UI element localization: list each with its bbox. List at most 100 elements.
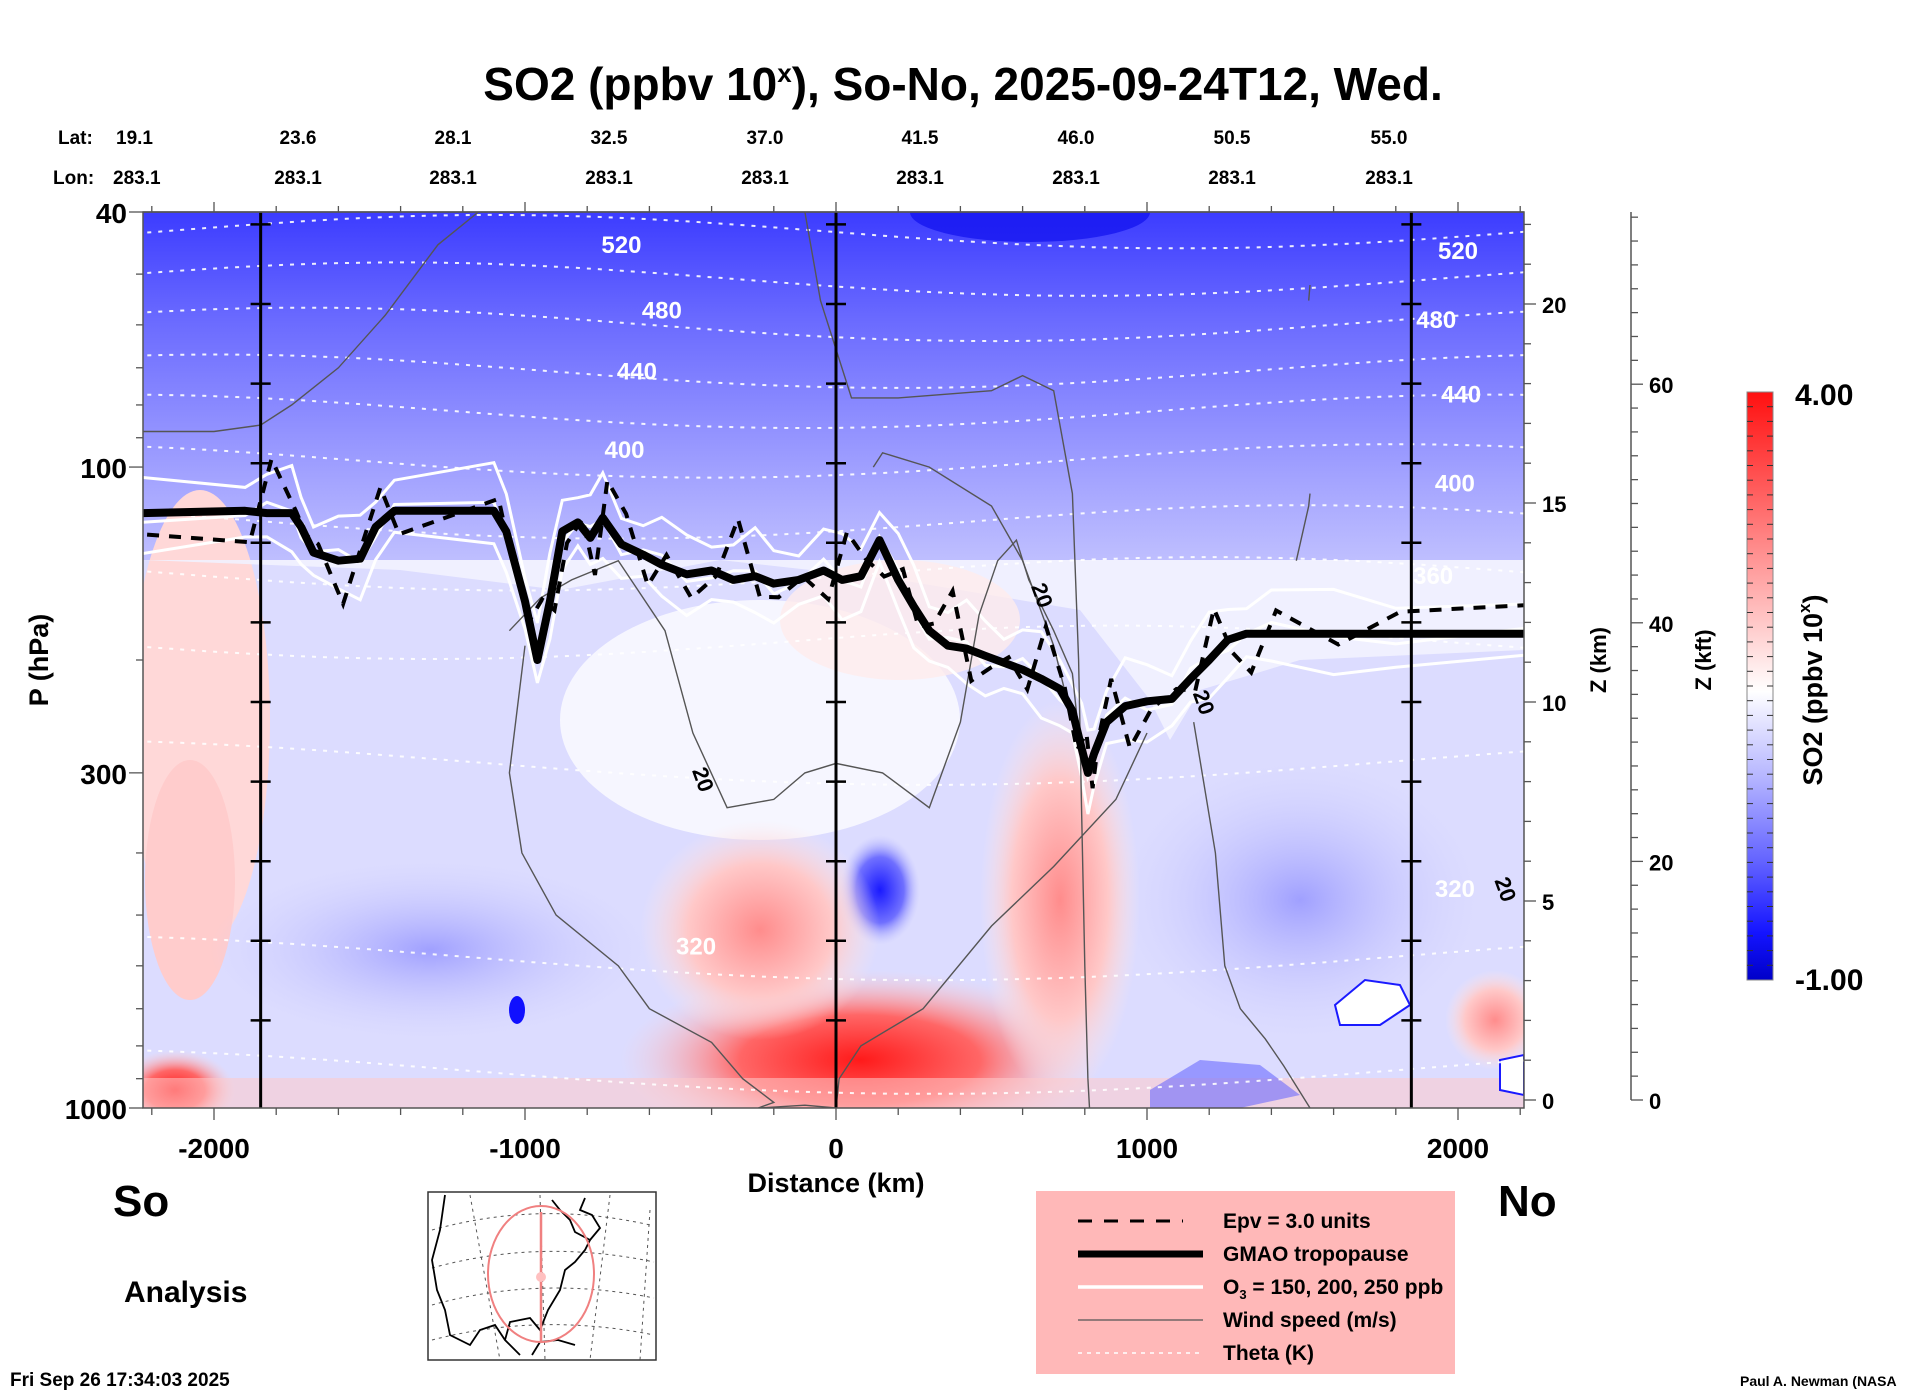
- lon-value: 283.1: [741, 168, 789, 189]
- lat-value: 37.0: [747, 128, 784, 149]
- z-km-tick-label: 0: [1542, 1089, 1554, 1114]
- colorbar: 4.00 -1.00 SO2 (ppbv 10x): [1746, 379, 1863, 997]
- x-tick-label: -1000: [489, 1133, 561, 1164]
- lon-value: 283.1: [1365, 168, 1413, 189]
- theta-isoline: [143, 1049, 1524, 1095]
- lon-value: 283.1: [429, 168, 477, 189]
- lat-value: 28.1: [435, 128, 472, 149]
- credit: Paul A. Newman (NASA: [1740, 1373, 1897, 1389]
- theta-label: 360: [1413, 563, 1453, 590]
- x-axis: -2000 -1000 0 1000 2000: [143, 202, 1524, 1164]
- z-km-tick-label: 5: [1542, 890, 1554, 915]
- wind-isoline: [1308, 284, 1311, 301]
- theta-label: 480: [642, 298, 682, 325]
- map-center-marker: [536, 1272, 546, 1282]
- theta-label: 520: [1438, 238, 1478, 265]
- lon-value: 283.1: [1052, 168, 1100, 189]
- lon-value: 283.1: [113, 168, 161, 189]
- lat-value: 19.1: [116, 128, 153, 149]
- x-axis-title: Distance (km): [747, 1168, 924, 1198]
- chart-title: SO2 (ppbv 10x), So-No, 2025-09-24T12, We…: [483, 58, 1442, 110]
- z-km-axis-title: Z (km): [1586, 627, 1611, 693]
- theta-isoline: [143, 443, 1524, 479]
- ozone-isoline: [143, 461, 1524, 732]
- wind-isoline: [1193, 721, 1311, 1108]
- y-axis-title: P (hPa): [24, 614, 54, 707]
- lat-value: 50.5: [1214, 128, 1251, 149]
- theta-isolines: [143, 213, 1524, 1095]
- x-tick-label: 1000: [1116, 1133, 1178, 1164]
- lon-value: 283.1: [896, 168, 944, 189]
- epv-contour: [146, 453, 1524, 789]
- theta-labels: 520 480 440 400 520 480 440 400 360 320 320: [601, 232, 1481, 961]
- theta-label: 320: [676, 934, 716, 961]
- z-km-tick-label: 20: [1542, 293, 1566, 318]
- south-label: So: [113, 1177, 169, 1226]
- tropopause-thick-line: [143, 506, 1524, 777]
- theta-isoline: [143, 556, 1524, 592]
- theta-label: 440: [617, 359, 657, 386]
- ozone-isoline: [143, 530, 1524, 815]
- map-inset: [427, 1191, 657, 1361]
- wind-isoline: [1295, 493, 1311, 561]
- lon-value: 283.1: [585, 168, 633, 189]
- colorbar-max-label: 4.00: [1795, 379, 1853, 412]
- y-tick-label: 100: [80, 453, 127, 484]
- lat-value: 46.0: [1058, 128, 1095, 149]
- x-tick-label: 0: [828, 1133, 844, 1164]
- legend-label-wind: Wind speed (m/s): [1223, 1309, 1397, 1332]
- wind-speed-isolines: [143, 212, 1311, 1108]
- theta-isoline: [143, 504, 1524, 540]
- y-axis-z-kft: 0 20 40 60: [1630, 212, 1673, 1114]
- field-pink-plume-right: [980, 700, 1140, 1100]
- analysis-label: Analysis: [124, 1276, 247, 1309]
- epv-dashed-line: [146, 453, 1524, 789]
- lon-value: 283.1: [274, 168, 322, 189]
- theta-label: 480: [1416, 307, 1456, 334]
- wind-isoline: [508, 645, 1148, 1108]
- legend-label-epv: Epv = 3.0 units: [1223, 1210, 1371, 1233]
- y-tick-label: 40: [96, 198, 127, 229]
- theta-isoline: [143, 740, 1524, 786]
- lon-value: 283.1: [1208, 168, 1256, 189]
- z-kft-tick-label: 60: [1649, 373, 1673, 398]
- theta-label: 320: [1435, 876, 1475, 903]
- z-kft-tick-label: 40: [1649, 612, 1673, 637]
- wind-isoline: [508, 538, 1086, 809]
- lat-value: 23.6: [280, 128, 317, 149]
- field-pink-plume-far-right: [1445, 970, 1524, 1070]
- field-white-hole-2: [1499, 1053, 1524, 1097]
- lat-value: 55.0: [1371, 128, 1408, 149]
- z-kft-tick-label: 0: [1649, 1089, 1661, 1114]
- z-km-tick-label: 10: [1542, 691, 1566, 716]
- z-km-tick-label: 15: [1542, 492, 1566, 517]
- theta-isoline: [143, 935, 1524, 982]
- lat-lon-header: Lat: Lon: 19.1 23.6 28.1 32.5 37.0 41.5 46.0 50…: [53, 128, 1413, 189]
- z-kft-axis-title: Z (kft): [1691, 629, 1716, 690]
- timestamp: Fri Sep 26 17:34:03 2025: [10, 1370, 230, 1391]
- theta-label: 520: [601, 232, 641, 259]
- legend: Epv = 3.0 units GMAO tropopause O3 = 150…: [1036, 1191, 1455, 1374]
- theta-isoline: [143, 261, 1524, 297]
- y-tick-label: 300: [80, 759, 127, 790]
- lat-value: 32.5: [591, 128, 628, 149]
- reference-verticals: [250, 212, 1422, 1108]
- wind-isoline: [143, 212, 479, 433]
- tropopause-line: [143, 506, 1524, 777]
- lat-label: Lat:: [58, 128, 93, 149]
- theta-label: 400: [1435, 470, 1475, 497]
- legend-label-theta: Theta (K): [1223, 1342, 1314, 1365]
- field-dark-blue-top: [910, 212, 1150, 242]
- lat-value: 41.5: [902, 128, 939, 149]
- theta-isoline: [143, 353, 1524, 389]
- north-label: No: [1498, 1177, 1557, 1226]
- wind-isoline: [804, 212, 1091, 1108]
- y-axis-z-km: 0 5 10 15 20: [1524, 223, 1566, 1114]
- field-blue-dot: [509, 996, 525, 1024]
- y-tick-label: 1000: [65, 1094, 127, 1125]
- colorbar-title: SO2 (ppbv 10x): [1795, 594, 1828, 785]
- field-surface-band: [143, 1078, 1524, 1108]
- x-tick-label: -2000: [178, 1133, 250, 1164]
